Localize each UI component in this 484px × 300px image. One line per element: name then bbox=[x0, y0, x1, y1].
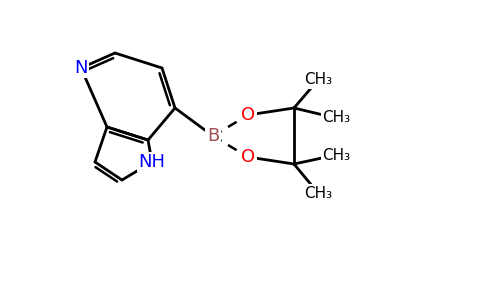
Text: NH: NH bbox=[138, 153, 166, 171]
Text: CH₃: CH₃ bbox=[322, 148, 350, 163]
Text: N: N bbox=[74, 59, 88, 77]
Text: CH₃: CH₃ bbox=[304, 185, 332, 200]
Text: CH₃: CH₃ bbox=[322, 110, 350, 125]
Text: CH₃: CH₃ bbox=[304, 73, 332, 88]
Text: O: O bbox=[241, 148, 255, 166]
Text: O: O bbox=[241, 106, 255, 124]
Text: B: B bbox=[207, 127, 219, 145]
